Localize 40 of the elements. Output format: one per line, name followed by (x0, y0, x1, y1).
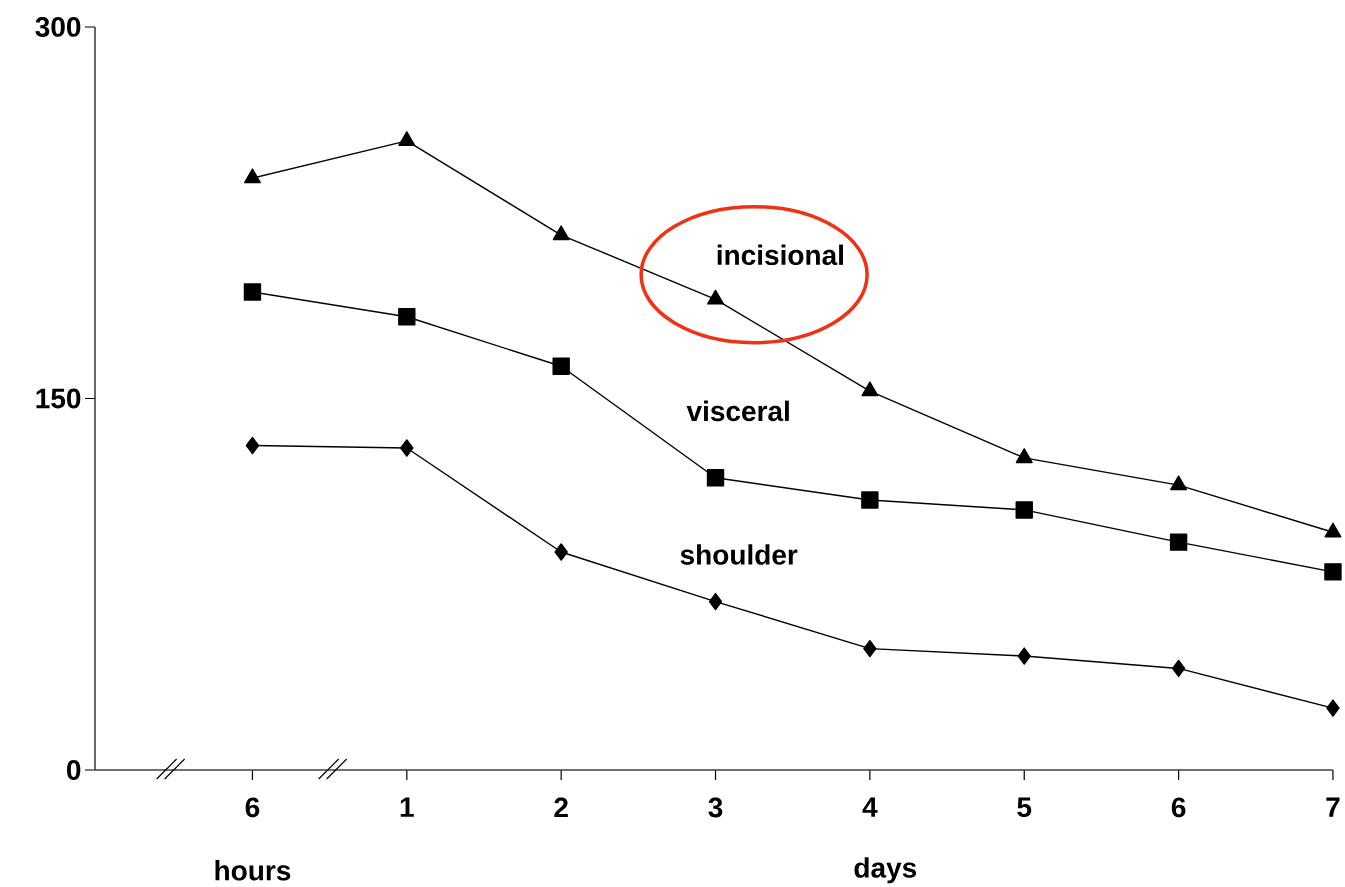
x-tick-label: 2 (554, 797, 568, 818)
text: hours (215, 860, 291, 881)
y-tick-label: 300 (35, 17, 81, 38)
point (552, 357, 570, 376)
point (245, 437, 260, 455)
y-tick-label: 150 (36, 388, 81, 409)
point (554, 543, 568, 561)
point (1326, 699, 1340, 717)
point (243, 168, 261, 184)
point (1324, 522, 1342, 538)
point (708, 593, 723, 611)
point (1171, 659, 1186, 678)
point (1017, 647, 1031, 665)
point (863, 640, 877, 658)
point (861, 491, 879, 509)
series-label: visceral (686, 400, 789, 422)
x-tick-label: 6 (1171, 797, 1186, 818)
point (243, 283, 262, 301)
point (706, 469, 725, 487)
point (1169, 533, 1188, 551)
point (552, 225, 570, 241)
x-tick-label: 4 (862, 797, 878, 817)
point (398, 131, 416, 147)
series-label: shoulder (680, 544, 798, 565)
point (1015, 448, 1033, 464)
x-tick-label: 7 (1326, 797, 1340, 817)
x-tick-label: 3 (708, 797, 723, 818)
point (1324, 563, 1342, 581)
point (398, 308, 416, 326)
x-tick-label: 6 (245, 797, 260, 818)
x-tick-label: 5 (1017, 797, 1032, 818)
text: days (854, 857, 917, 884)
point (400, 439, 414, 457)
point (1015, 501, 1033, 519)
point (1170, 475, 1188, 491)
point (707, 289, 725, 305)
y-tick-label: 0 (67, 760, 81, 781)
point (861, 381, 879, 397)
series-label: incisional (717, 244, 843, 266)
x-tick-label: 1 (400, 797, 414, 817)
